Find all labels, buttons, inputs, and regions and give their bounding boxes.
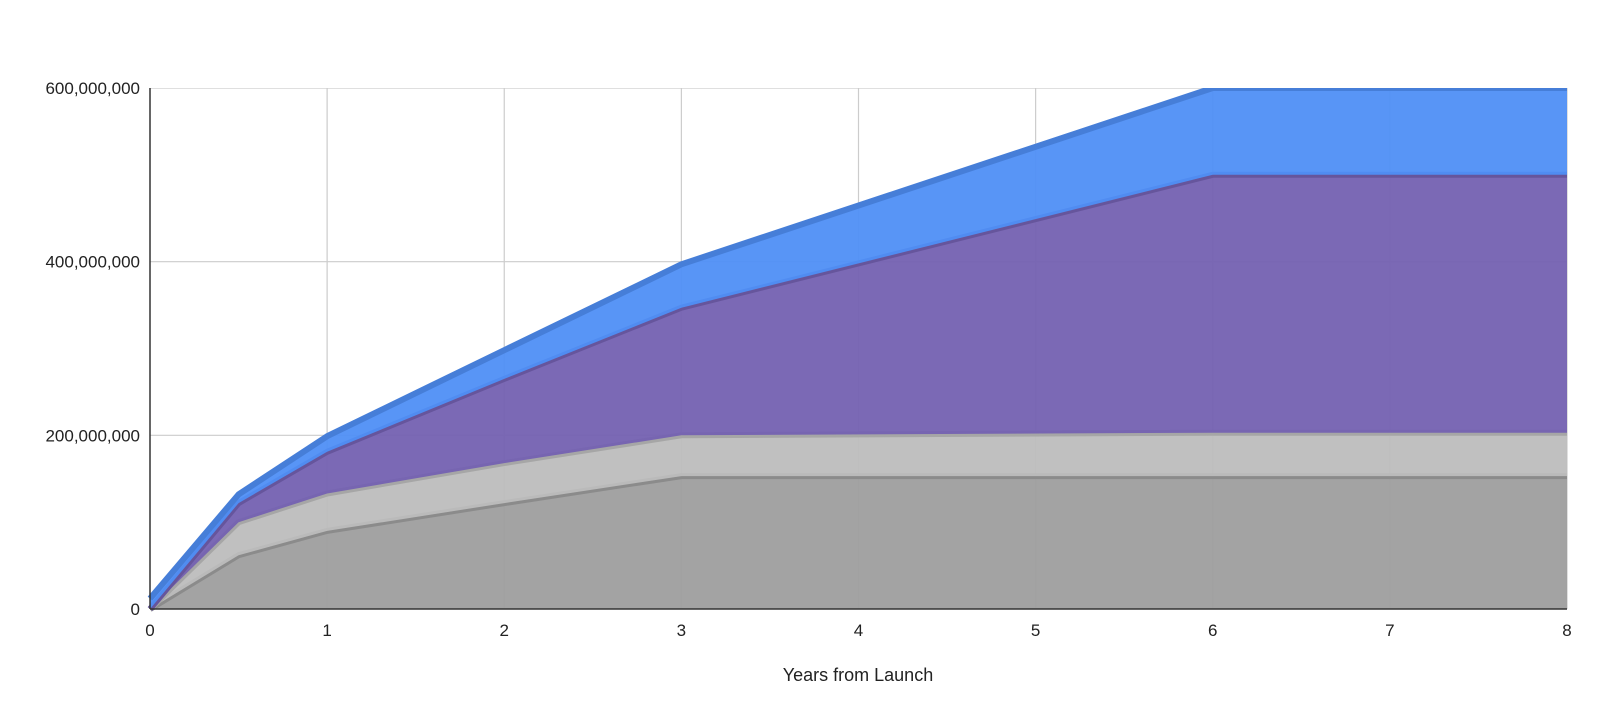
- chart-areas: [0, 0, 1600, 612]
- x-tick-label: 8: [1562, 621, 1571, 640]
- x-tick-label: 0: [145, 621, 154, 640]
- area-pl-fundraising-remainder: [150, 432, 1567, 609]
- x-tick-label: 3: [677, 621, 686, 640]
- y-tick-label: 600,000,000: [45, 79, 140, 98]
- area-filecoin-foundation: [150, 88, 1567, 609]
- area-protocol-labs-team-contributors: [150, 174, 1567, 610]
- x-axis-tick-labels: 0 1 2 3 4 5 6 7 8: [145, 621, 1571, 640]
- x-tick-label: 4: [854, 621, 863, 640]
- y-tick-label: 400,000,000: [45, 253, 140, 272]
- x-tick-label: 6: [1208, 621, 1217, 640]
- chart-axes: [149, 88, 1567, 610]
- plot-top-mask: [0, 0, 1600, 88]
- x-tick-label: 5: [1031, 621, 1040, 640]
- y-tick-label: 200,000,000: [45, 426, 140, 445]
- x-tick-label: 7: [1385, 621, 1394, 640]
- x-axis-title: Years from Launch: [783, 665, 933, 685]
- y-axis-tick-labels: 0 200,000,000 400,000,000 600,000,000: [45, 79, 140, 619]
- x-tick-label: 2: [500, 621, 509, 640]
- y-tick-label: 0: [131, 600, 140, 619]
- x-tick-label: 1: [322, 621, 331, 640]
- area-pl-fundraising-saft-2017: [150, 476, 1567, 609]
